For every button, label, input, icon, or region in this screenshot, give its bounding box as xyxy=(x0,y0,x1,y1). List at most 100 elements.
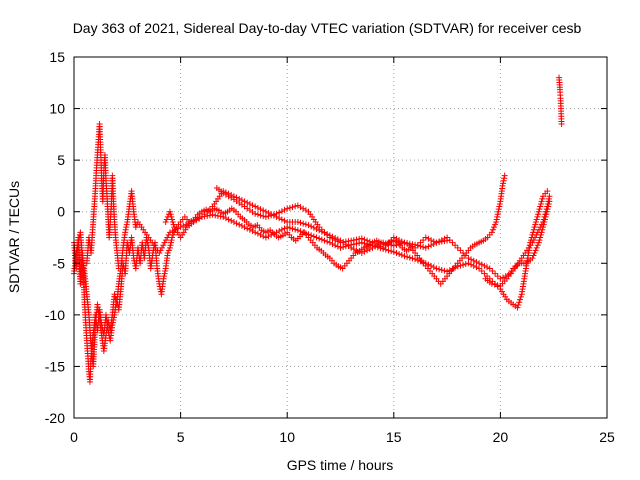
data-point xyxy=(396,251,403,258)
data-point xyxy=(132,224,139,231)
data-point xyxy=(297,204,304,211)
data-point xyxy=(348,244,355,251)
series-track-c xyxy=(83,121,122,272)
data-point xyxy=(531,224,538,231)
data-point xyxy=(388,237,395,244)
data-point xyxy=(446,267,453,274)
data-point xyxy=(544,188,551,195)
data-point xyxy=(257,212,264,219)
data-point xyxy=(385,239,392,246)
data-point xyxy=(433,265,440,272)
data-point xyxy=(257,231,264,238)
data-point xyxy=(286,204,293,211)
data-point xyxy=(166,244,173,251)
data-point xyxy=(310,233,317,240)
data-point xyxy=(532,234,539,241)
data-point xyxy=(321,237,328,244)
data-point xyxy=(529,255,536,262)
x-tick-label: 5 xyxy=(177,429,185,445)
data-point xyxy=(313,234,320,241)
data-point xyxy=(514,304,521,311)
data-point xyxy=(257,206,264,213)
data-point xyxy=(161,270,168,277)
data-point xyxy=(494,282,501,289)
data-point xyxy=(546,198,553,205)
data-point xyxy=(420,259,427,266)
data-point xyxy=(380,244,387,251)
y-tick-label: -5 xyxy=(53,255,66,271)
data-point xyxy=(281,225,288,232)
data-point xyxy=(497,275,504,282)
data-point xyxy=(430,264,437,271)
data-point xyxy=(162,237,169,244)
data-point xyxy=(372,240,379,247)
data-point xyxy=(350,246,357,253)
data-point xyxy=(340,239,347,246)
data-point xyxy=(278,226,285,233)
data-point xyxy=(305,231,312,238)
data-point xyxy=(281,206,288,213)
data-point xyxy=(166,208,173,215)
data-point xyxy=(377,243,384,250)
data-point xyxy=(356,236,363,243)
data-point xyxy=(449,239,456,246)
data-point xyxy=(220,213,227,220)
data-point xyxy=(157,247,164,254)
data-point xyxy=(492,221,499,228)
data-point xyxy=(180,222,187,229)
data-point xyxy=(444,234,451,241)
data-point xyxy=(489,268,496,275)
data-point xyxy=(168,239,175,246)
data-point xyxy=(160,242,167,249)
data-point xyxy=(273,210,280,217)
data-point xyxy=(388,248,395,255)
data-point xyxy=(494,211,501,218)
data-point xyxy=(342,238,349,245)
data-point xyxy=(538,198,545,205)
data-point xyxy=(241,224,248,231)
data-point xyxy=(308,232,315,239)
x-tick-label: 25 xyxy=(599,429,615,445)
data-point xyxy=(476,265,483,272)
data-point xyxy=(457,247,464,254)
data-point xyxy=(262,234,269,241)
data-point xyxy=(366,238,373,245)
data-point xyxy=(169,219,176,226)
data-point xyxy=(212,212,219,219)
data-point xyxy=(238,222,245,229)
data-point xyxy=(249,228,256,235)
data-point xyxy=(390,242,397,249)
data-point xyxy=(438,266,445,273)
data-point xyxy=(167,242,174,249)
series-track-f xyxy=(482,198,553,289)
data-point xyxy=(420,237,427,244)
data-point xyxy=(536,237,543,244)
data-point xyxy=(361,248,368,255)
data-point xyxy=(558,121,565,128)
data-point xyxy=(452,264,459,271)
data-point xyxy=(361,236,368,243)
data-point xyxy=(404,253,411,260)
data-point xyxy=(470,262,477,269)
data-point xyxy=(537,200,544,207)
data-point xyxy=(284,224,291,231)
data-point xyxy=(539,195,546,202)
data-point xyxy=(166,229,173,236)
data-point xyxy=(476,260,483,267)
data-point xyxy=(254,204,261,211)
data-point xyxy=(501,172,508,179)
data-point xyxy=(297,219,304,226)
data-point xyxy=(162,268,169,275)
data-point xyxy=(182,221,189,228)
data-point xyxy=(209,211,216,218)
data-point xyxy=(393,235,400,242)
data-point xyxy=(425,243,432,250)
data-point xyxy=(532,247,539,254)
data-point xyxy=(162,219,169,226)
data-point xyxy=(533,216,540,223)
data-point xyxy=(300,220,307,227)
data-point xyxy=(493,219,500,226)
data-point xyxy=(270,230,277,237)
data-point xyxy=(350,237,357,244)
